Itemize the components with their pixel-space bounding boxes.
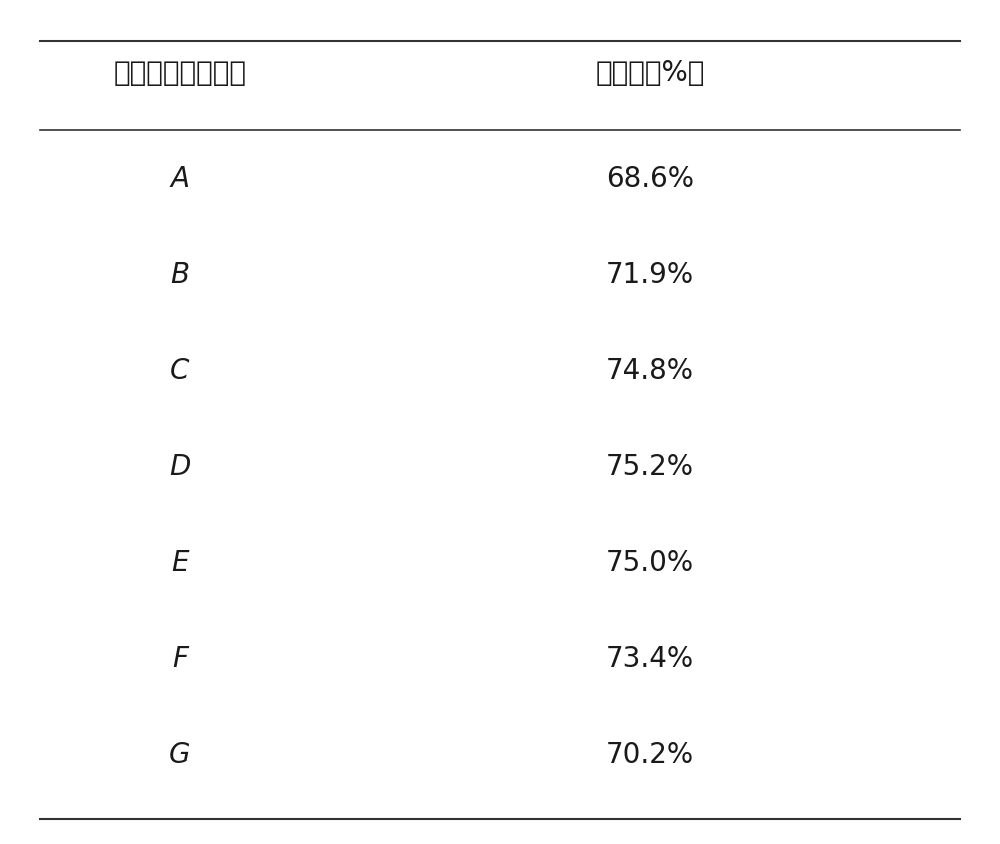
Text: D: D — [169, 452, 191, 480]
Text: 68.6%: 68.6% — [606, 165, 694, 192]
Text: F: F — [172, 644, 188, 672]
Text: B: B — [170, 261, 190, 289]
Text: A: A — [170, 165, 190, 192]
Text: C: C — [170, 356, 190, 384]
Text: 71.9%: 71.9% — [606, 261, 694, 289]
Text: E: E — [171, 549, 189, 576]
Text: 脱盐率（%）: 脱盐率（%） — [595, 59, 705, 87]
Text: 75.0%: 75.0% — [606, 549, 694, 576]
Text: 73.4%: 73.4% — [606, 644, 694, 672]
Text: 加热制冷温度条件: 加热制冷温度条件 — [114, 59, 246, 87]
Text: 75.2%: 75.2% — [606, 452, 694, 480]
Text: 70.2%: 70.2% — [606, 740, 694, 768]
Text: 74.8%: 74.8% — [606, 356, 694, 384]
Text: G: G — [169, 740, 191, 768]
